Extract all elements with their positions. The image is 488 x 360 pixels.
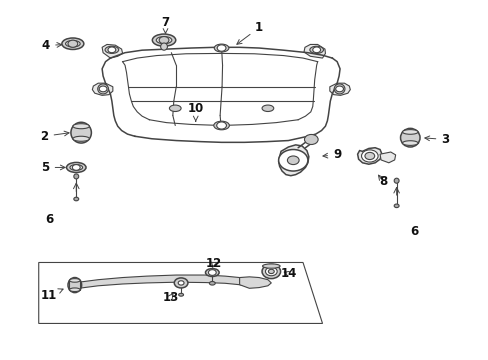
Ellipse shape xyxy=(262,105,273,112)
Text: 10: 10 xyxy=(187,103,203,121)
Text: 14: 14 xyxy=(281,267,297,280)
Ellipse shape xyxy=(65,41,80,47)
Ellipse shape xyxy=(70,165,82,170)
Circle shape xyxy=(174,278,187,288)
Text: 2: 2 xyxy=(41,130,69,143)
Circle shape xyxy=(312,47,320,53)
Ellipse shape xyxy=(364,152,374,159)
Text: 11: 11 xyxy=(41,289,63,302)
Ellipse shape xyxy=(160,43,167,50)
Ellipse shape xyxy=(393,178,398,183)
Circle shape xyxy=(68,40,78,47)
Text: 7: 7 xyxy=(161,17,169,33)
Circle shape xyxy=(74,197,79,201)
Ellipse shape xyxy=(69,279,80,282)
Polygon shape xyxy=(304,44,325,58)
Ellipse shape xyxy=(400,129,419,147)
Text: 3: 3 xyxy=(424,133,448,146)
Ellipse shape xyxy=(74,174,79,179)
Circle shape xyxy=(393,204,398,208)
Circle shape xyxy=(99,86,107,92)
Text: 9: 9 xyxy=(322,148,341,161)
Text: 8: 8 xyxy=(378,175,386,188)
Ellipse shape xyxy=(169,105,181,112)
Ellipse shape xyxy=(178,293,183,296)
Circle shape xyxy=(178,281,183,285)
Ellipse shape xyxy=(214,44,228,52)
Ellipse shape xyxy=(152,34,175,46)
Circle shape xyxy=(304,134,318,144)
Circle shape xyxy=(208,270,216,275)
Polygon shape xyxy=(92,83,113,95)
Ellipse shape xyxy=(262,264,280,268)
Ellipse shape xyxy=(205,269,219,276)
Ellipse shape xyxy=(71,122,91,143)
Ellipse shape xyxy=(268,269,274,274)
Text: 6: 6 xyxy=(45,213,54,226)
Circle shape xyxy=(335,86,343,92)
Text: 13: 13 xyxy=(162,291,178,304)
Ellipse shape xyxy=(265,267,277,276)
Ellipse shape xyxy=(66,162,86,172)
Ellipse shape xyxy=(262,264,280,279)
Ellipse shape xyxy=(333,84,344,94)
Text: 6: 6 xyxy=(409,225,417,238)
Ellipse shape xyxy=(209,282,215,285)
Polygon shape xyxy=(102,44,122,58)
Ellipse shape xyxy=(156,37,171,44)
Circle shape xyxy=(216,122,226,129)
Polygon shape xyxy=(379,152,395,163)
Circle shape xyxy=(72,165,80,170)
Ellipse shape xyxy=(62,38,83,49)
Polygon shape xyxy=(329,83,349,95)
Ellipse shape xyxy=(68,278,81,293)
Text: 5: 5 xyxy=(41,161,65,174)
Ellipse shape xyxy=(213,121,229,130)
Ellipse shape xyxy=(73,136,89,141)
Circle shape xyxy=(159,37,168,44)
Ellipse shape xyxy=(69,288,80,292)
Polygon shape xyxy=(278,145,308,176)
Ellipse shape xyxy=(73,124,89,129)
Ellipse shape xyxy=(98,84,108,94)
Ellipse shape xyxy=(402,141,417,145)
Polygon shape xyxy=(239,277,271,288)
Ellipse shape xyxy=(402,130,417,134)
Text: 4: 4 xyxy=(42,39,61,52)
Ellipse shape xyxy=(309,46,323,53)
Circle shape xyxy=(108,47,116,53)
Ellipse shape xyxy=(105,46,119,53)
Text: 1: 1 xyxy=(236,21,263,44)
Polygon shape xyxy=(357,148,381,164)
Circle shape xyxy=(287,156,299,165)
Ellipse shape xyxy=(361,150,377,162)
Polygon shape xyxy=(79,275,249,288)
Text: 12: 12 xyxy=(205,257,222,270)
Circle shape xyxy=(217,45,225,51)
Circle shape xyxy=(278,149,307,171)
